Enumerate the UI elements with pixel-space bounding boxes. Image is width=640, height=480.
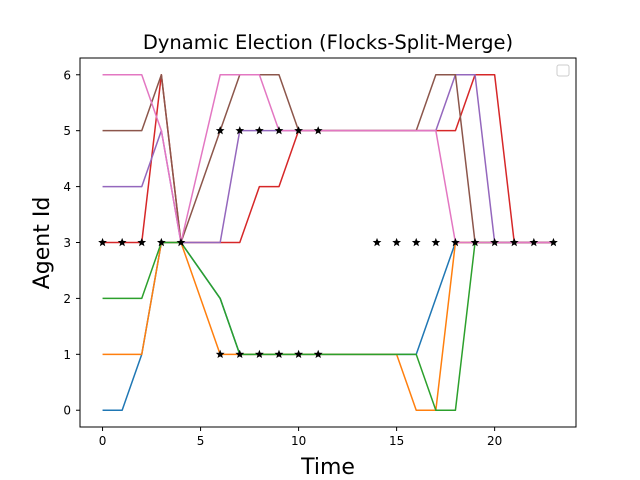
leader-star-marker [215,349,225,359]
y-tick-label: 4 [63,180,71,194]
leader-star-marker [98,237,107,247]
leader-star-marker [117,237,127,247]
y-axis-label: Agent Id [30,197,55,290]
x-axis: 0 5 10 15 20 [99,427,502,448]
y-tick-label: 6 [63,68,71,82]
leader-star-marker [176,237,186,247]
leader-star-marker [274,349,284,359]
series-line-agent-6 [102,74,554,244]
y-tick-label: 5 [63,124,71,138]
leader-star-marker [313,126,323,135]
leader-star-marker [255,349,264,359]
x-tick-label: 20 [487,434,502,448]
leader-star-marker [411,237,421,247]
y-tick-label: 2 [63,292,71,306]
leader-star-marker [451,237,460,247]
leader-star-marker [215,126,225,135]
leader-star-marker [294,349,303,359]
y-tick-label: 3 [63,236,71,250]
x-tick-label: 0 [99,434,107,448]
x-tick-label: 5 [197,434,205,448]
leader-star-marker [431,237,441,247]
x-axis-label: Time [300,455,355,480]
y-tick-label: 1 [63,348,71,362]
leader-star-marker [392,237,401,247]
leader-star-marker [549,237,558,247]
y-axis: 0 1 2 3 4 5 6 [63,68,80,418]
leader-star-marker [156,237,166,247]
leader-star-marker [274,126,284,135]
leader-star-marker [235,126,245,135]
legend-box [556,64,570,77]
leader-star-marker [470,237,480,247]
leader-star-marker [294,126,303,135]
y-tick-label: 0 [63,404,71,418]
leader-star-marker [235,349,245,359]
leader-star-marker [313,349,323,359]
leader-star-marker [255,126,264,135]
leader-star-marker [137,237,147,247]
plot-area [79,57,577,428]
x-tick-label: 10 [291,434,306,448]
leader-star-marker [529,237,539,247]
chart-title: Dynamic Election (Flocks-Split-Merge) [143,31,513,54]
leader-star-marker [490,237,500,247]
x-tick-label: 15 [389,434,404,448]
leader-star-marker [372,237,382,247]
leader-star-marker [509,237,519,247]
